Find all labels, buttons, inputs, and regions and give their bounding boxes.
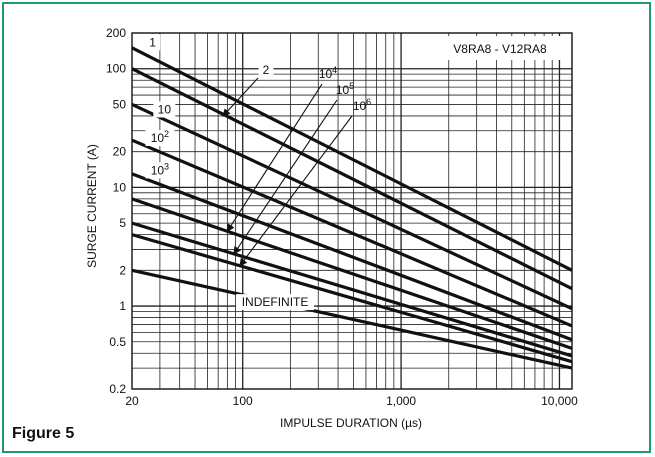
y-axis-label: SURGE CURRENT (A)	[85, 144, 99, 268]
series-line	[131, 268, 573, 370]
svg-text:INDEFINITE: INDEFINITE	[242, 295, 309, 309]
curve-label: 105	[336, 81, 354, 97]
svg-text:2: 2	[263, 63, 270, 77]
svg-text:1: 1	[149, 35, 156, 49]
series-line	[131, 102, 573, 311]
y-tick-label: 100	[106, 62, 126, 76]
series-line	[131, 221, 573, 358]
y-tick-label: 5	[119, 216, 126, 230]
x-axis-label: IMPULSE DURATION (µs)	[280, 416, 422, 430]
svg-text:105: 105	[336, 81, 354, 97]
curve-label: 102	[145, 129, 175, 146]
curve-label: 104	[319, 65, 337, 81]
series-line	[131, 138, 573, 328]
chart-title-box: V8RA8 - V12RA8	[432, 36, 566, 60]
leader-arrow	[233, 99, 338, 255]
curve-label: 106	[353, 97, 371, 113]
y-tick-label: 0.5	[109, 335, 126, 349]
plot-area-border	[131, 32, 573, 390]
series-line	[131, 46, 573, 272]
y-tick-label: 2	[119, 263, 126, 277]
svg-text:102: 102	[151, 129, 169, 145]
y-tick-label: 10	[113, 180, 127, 194]
curve-label: 2	[258, 62, 274, 78]
leader-arrow	[222, 77, 259, 117]
svg-text:104: 104	[319, 65, 337, 81]
leader-arrow	[239, 115, 353, 267]
chart-series	[131, 46, 573, 370]
y-tick-label: 50	[113, 97, 127, 111]
y-tick-label: 0.2	[109, 382, 126, 396]
x-tick-label: 10,000	[541, 394, 578, 408]
curve-label: INDEFINITE	[236, 294, 315, 311]
y-tick-label: 200	[106, 26, 126, 40]
svg-text:103: 103	[151, 161, 169, 177]
y-tick-label: 1	[119, 299, 126, 313]
svg-text:106: 106	[353, 97, 371, 113]
series-line	[131, 172, 573, 342]
x-tick-label: 1,000	[386, 394, 416, 408]
series-line	[131, 67, 573, 291]
axis-tick-labels: 20 100 1,000 10,000 0.2 0.5 1 2 5 10 20 50 100 200	[106, 26, 578, 408]
curve-label: 10	[153, 101, 176, 118]
x-tick-label: 20	[125, 394, 139, 408]
chart-title: V8RA8 - V12RA8	[453, 42, 547, 56]
series-line	[131, 197, 573, 350]
series-line	[131, 233, 573, 364]
svg-text:10: 10	[158, 102, 172, 116]
x-tick-label: 100	[233, 394, 253, 408]
figure-frame	[2, 2, 651, 453]
y-tick-label: 20	[113, 145, 127, 159]
curve-label: 103	[145, 161, 175, 179]
figure-label: Figure 5	[12, 425, 75, 442]
leader-arrow	[226, 83, 323, 233]
curve-label: 1	[145, 34, 161, 51]
